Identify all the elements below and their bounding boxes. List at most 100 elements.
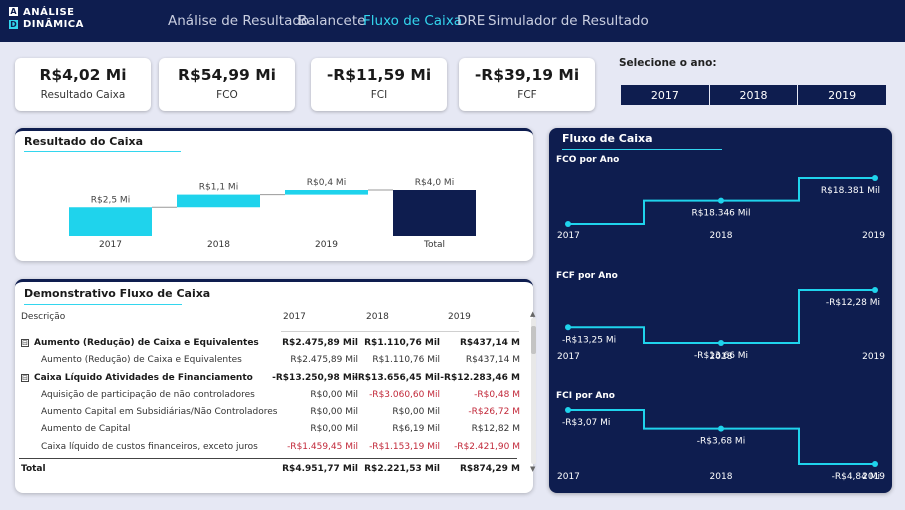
data-label: -R$3,07 Mi bbox=[562, 418, 610, 428]
cell-value-2018: R$1.110,76 Mil bbox=[364, 338, 440, 348]
app-logo: A D ANÁLISE DINÂMICA bbox=[9, 7, 119, 37]
kpi-card-fcf: -R$39,19 Mi FCF bbox=[459, 58, 595, 111]
top-navigation-bar: A D ANÁLISE DINÂMICA Análise de Resultad… bbox=[0, 0, 905, 42]
table-header-row: Descrição 2017 2018 2019 bbox=[15, 309, 520, 326]
row-description: Total bbox=[21, 464, 46, 474]
data-point[interactable] bbox=[872, 175, 878, 181]
table-row[interactable]: Aumento Capital em Subsidiárias/Não Cont… bbox=[15, 404, 520, 421]
chart-subtitle: FCI por Ano bbox=[556, 391, 615, 401]
cell-value-2017: R$2.475,89 Mil bbox=[282, 338, 358, 348]
kpi-card-fci: -R$11,59 Mi FCI bbox=[311, 58, 447, 111]
table-row[interactable]: Aquisição de participação de não control… bbox=[15, 387, 520, 404]
title-underline bbox=[562, 149, 722, 150]
header-separator bbox=[281, 331, 519, 332]
title-underline bbox=[24, 304, 182, 305]
row-description: Caixa Líquido Atividades de Financiament… bbox=[34, 373, 253, 383]
panel-title: Demonstrativo Fluxo de Caixa bbox=[24, 287, 211, 300]
year-slicer: 2017 2018 2019 bbox=[621, 85, 887, 105]
logo-text-line2: DINÂMICA bbox=[23, 19, 84, 30]
axis-tick-label: 2018 bbox=[710, 472, 733, 482]
cell-value-2017: -R$13.250,98 Mil bbox=[272, 373, 358, 383]
cell-value-2018: R$2.221,53 Mil bbox=[364, 464, 440, 474]
waterfall-bar-total[interactable] bbox=[393, 190, 476, 236]
table-row[interactable]: Aumento de Capital R$0,00 Mil R$6,19 Mil R$… bbox=[15, 421, 520, 438]
chart-subtitle: FCO por Ano bbox=[556, 155, 619, 165]
kpi-label: FCI bbox=[370, 89, 388, 101]
year-button-2017[interactable]: 2017 bbox=[621, 85, 710, 105]
scroll-down-icon[interactable]: ▼ bbox=[530, 465, 536, 473]
nav-tab-dre[interactable]: DRE bbox=[457, 13, 486, 29]
cell-value-2018: -R$3.060,60 Mil bbox=[369, 390, 440, 400]
table-total-row[interactable]: Total R$4.951,77 Mil R$2.221,53 Mil R$874,2… bbox=[15, 461, 520, 478]
category-label: 2018 bbox=[207, 240, 230, 250]
column-header[interactable]: 2019 bbox=[448, 312, 471, 322]
nav-tab-fluxo-de-caixa[interactable]: Fluxo de Caixa bbox=[363, 13, 463, 29]
cell-value-2017: R$0,00 Mil bbox=[310, 390, 358, 400]
data-point[interactable] bbox=[718, 197, 724, 204]
row-description: Aquisição de participação de não control… bbox=[41, 390, 255, 400]
row-description: Aumento Capital em Subsidiárias/Não Cont… bbox=[41, 407, 278, 417]
cell-value-2018: R$1.110,76 Mil bbox=[372, 355, 440, 365]
scroll-up-icon[interactable]: ▲ bbox=[530, 310, 536, 318]
data-point[interactable] bbox=[872, 287, 878, 293]
cell-value-2017: R$0,00 Mil bbox=[310, 407, 358, 417]
column-header[interactable]: 2017 bbox=[283, 312, 306, 322]
cell-value-2018: -R$13.656,45 Mil bbox=[354, 373, 440, 383]
column-header[interactable]: Descrição bbox=[21, 312, 66, 322]
chart-subtitle: FCF por Ano bbox=[556, 271, 618, 281]
cell-value-2017: R$4.951,77 Mil bbox=[282, 464, 358, 474]
data-point[interactable] bbox=[565, 324, 571, 331]
collapse-icon[interactable]: ⊟ bbox=[21, 339, 29, 347]
data-point[interactable] bbox=[872, 461, 878, 467]
year-button-2019[interactable]: 2019 bbox=[798, 85, 887, 105]
table-row[interactable]: ⊟ Aumento (Redução) de Caixa e Equivalent… bbox=[15, 335, 520, 352]
data-label: -R$4,84 Mi bbox=[832, 472, 880, 482]
category-label: Total bbox=[423, 240, 445, 250]
cell-value-2019: -R$26,72 M bbox=[468, 407, 520, 417]
data-label: R$18.346 Mil bbox=[691, 209, 750, 219]
data-label: -R$3,68 Mi bbox=[697, 437, 745, 447]
table-scrollbar[interactable] bbox=[531, 318, 536, 464]
category-label: 2017 bbox=[99, 240, 122, 250]
table-row[interactable]: Caixa líquido de custos financeiros, exc… bbox=[15, 439, 520, 456]
cell-value-2017: R$0,00 Mil bbox=[310, 424, 358, 434]
data-point[interactable] bbox=[565, 407, 571, 413]
kpi-value: R$54,99 Mi bbox=[178, 66, 276, 84]
kpi-value: R$4,02 Mi bbox=[39, 66, 127, 84]
table-scroll-thumb[interactable] bbox=[531, 326, 536, 354]
nav-tab-analise[interactable]: Análise de Resultado bbox=[168, 13, 310, 29]
kpi-value: -R$39,19 Mi bbox=[474, 66, 580, 84]
nav-tab-simulador[interactable]: Simulador de Resultado bbox=[488, 13, 649, 29]
step-line-charts: FCO por Ano R$18.346 Mil R$18.381 Mil 2017 2… bbox=[556, 155, 885, 482]
data-label: -R$13,66 Mi bbox=[694, 351, 748, 361]
axis-tick-label: 2018 bbox=[710, 352, 733, 362]
waterfall-panel: Resultado do Caixa R$2,5 Mi 2017 R$1,1 Mi 2… bbox=[15, 128, 533, 261]
nav-tab-balancete[interactable]: Balancete bbox=[298, 13, 366, 29]
table-row[interactable]: Aumento (Redução) de Caixa e Equivalente… bbox=[15, 352, 520, 369]
cell-value-2019: R$12,82 M bbox=[471, 424, 520, 434]
cell-value-2018: -R$1.153,19 Mil bbox=[369, 442, 440, 452]
data-point[interactable] bbox=[718, 340, 724, 346]
cell-value-2019: -R$12.283,46 M bbox=[440, 373, 520, 383]
axis-tick-label: 2019 bbox=[862, 352, 885, 362]
total-separator bbox=[19, 458, 517, 459]
cell-value-2018: R$6,19 Mil bbox=[392, 424, 440, 434]
waterfall-bar-2017[interactable] bbox=[69, 207, 152, 236]
kpi-label: Resultado Caixa bbox=[40, 89, 126, 101]
data-label: R$1,1 Mi bbox=[199, 183, 238, 193]
year-button-2018[interactable]: 2018 bbox=[709, 85, 799, 105]
column-header[interactable]: 2018 bbox=[366, 312, 389, 322]
table-row[interactable]: ⊟ Caixa Líquido Atividades de Financiamen… bbox=[15, 370, 520, 387]
title-underline bbox=[24, 151, 181, 152]
data-point[interactable] bbox=[718, 425, 724, 432]
data-point[interactable] bbox=[565, 221, 571, 227]
data-label: R$2,5 Mi bbox=[91, 195, 130, 205]
collapse-icon[interactable]: ⊟ bbox=[21, 374, 29, 382]
waterfall-bar-2018[interactable] bbox=[177, 194, 260, 208]
cell-value-2019: R$874,29 M bbox=[459, 464, 520, 474]
panel-title: Resultado do Caixa bbox=[24, 135, 144, 148]
panel-title: Fluxo de Caixa bbox=[562, 132, 653, 145]
cell-value-2019: -R$2.421,90 M bbox=[454, 442, 520, 452]
row-description: Aumento (Redução) de Caixa e Equivalente… bbox=[34, 338, 259, 348]
waterfall-bar-2019[interactable] bbox=[285, 190, 368, 195]
